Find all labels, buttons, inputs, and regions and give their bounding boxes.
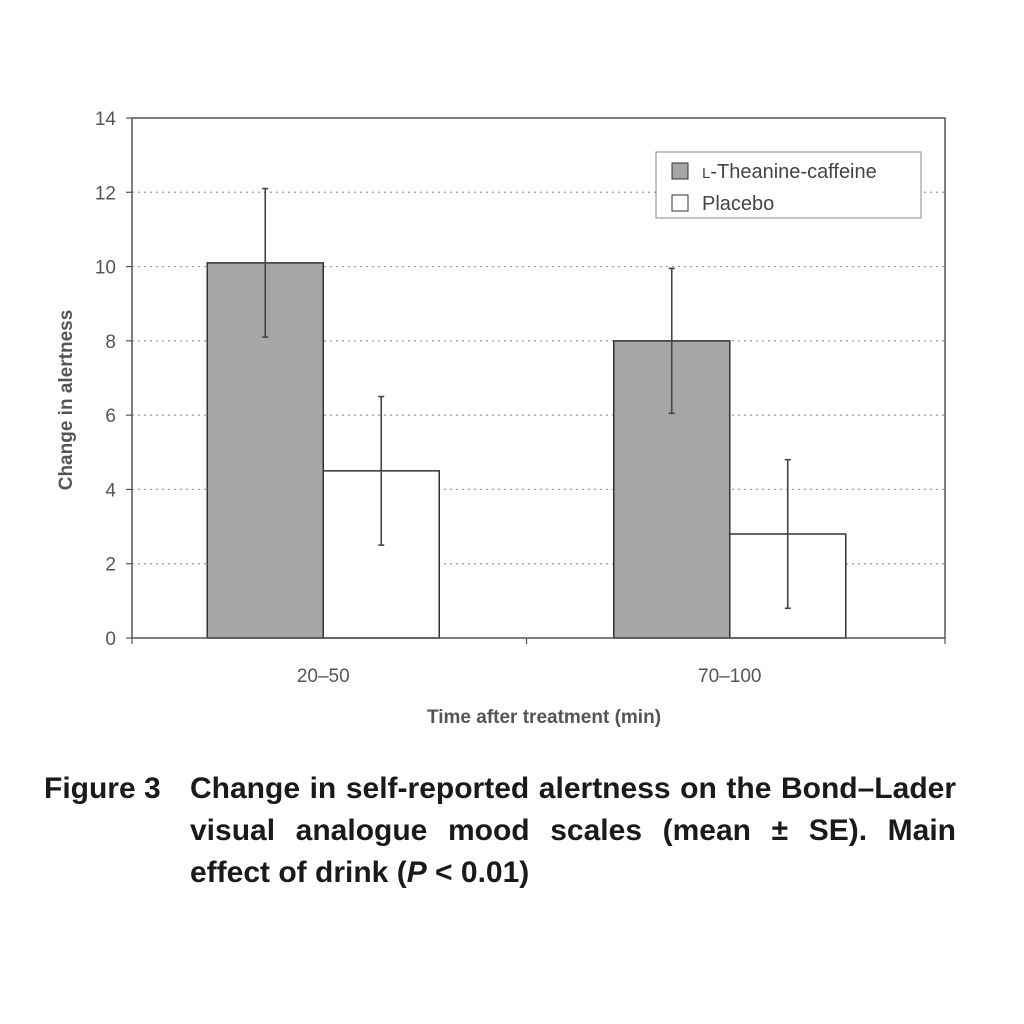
- legend: L-Theanine-caffeine Placebo: [655, 151, 922, 219]
- bar-chart: 0 2 4 6 8 10 12 14 20–50 70–100 Change in alertn…: [56, 109, 946, 728]
- error-bars: [262, 187, 791, 610]
- figure-label: Figure 3: [44, 772, 161, 805]
- caption-text: Change in self-reported alertness on the…: [190, 768, 956, 894]
- caption-text-part2: < 0.01): [426, 856, 530, 889]
- y-tick-label-4: 4: [105, 480, 116, 501]
- legend-label-placebo-rest: Placebo: [702, 193, 774, 215]
- x-axis: 20–50 70–100: [131, 638, 946, 687]
- bars: [206, 262, 847, 639]
- legend-label-theanine-prefix: L: [702, 165, 710, 182]
- legend-label-theanine: L-Theanine-caffeine: [702, 161, 877, 183]
- legend-box: [655, 151, 922, 219]
- x-tick-label-1: 70–100: [698, 666, 761, 687]
- legend-swatch-placebo: [671, 194, 689, 212]
- legend-label-placebo: Placebo: [702, 193, 774, 215]
- y-tick-label-12: 12: [95, 183, 116, 204]
- x-axis-title: Time after treatment (min): [427, 707, 661, 728]
- legend-swatch-theanine: [671, 162, 689, 180]
- y-axis: 0 2 4 6 8 10 12 14: [95, 109, 132, 650]
- y-tick-label-10: 10: [95, 258, 116, 279]
- y-tick-label-0: 0: [105, 629, 116, 650]
- x-tick-label-0: 20–50: [297, 666, 350, 687]
- legend-label-theanine-rest: -Theanine-caffeine: [710, 161, 876, 183]
- caption-text-part1: Change in self-reported alertness on the…: [190, 772, 956, 889]
- y-tick-label-14: 14: [95, 109, 117, 130]
- y-tick-label-8: 8: [105, 332, 116, 353]
- y-tick-label-6: 6: [105, 406, 116, 427]
- caption-p-italic: P: [406, 856, 427, 889]
- y-axis-title: Change in alertness: [56, 310, 77, 491]
- y-tick-label-2: 2: [105, 555, 116, 576]
- plot-area-frame: [131, 117, 946, 639]
